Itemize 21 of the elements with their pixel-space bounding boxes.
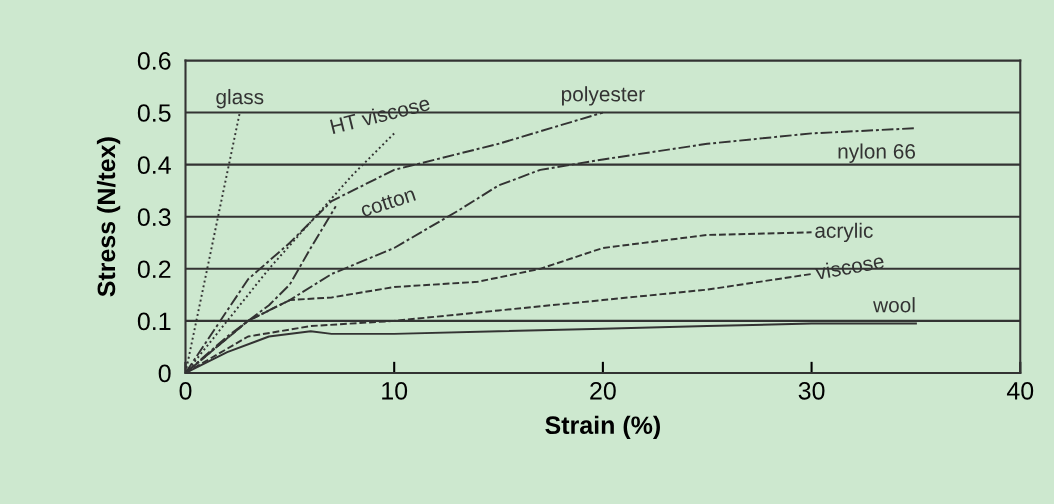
- series-label: glass: [216, 88, 264, 109]
- y-tick-label: 0.1: [137, 312, 171, 331]
- y-tick-label: 0: [158, 364, 171, 383]
- series-label: acrylic: [815, 222, 873, 243]
- series-label: wool: [873, 297, 915, 313]
- y-tick-label: 0.2: [137, 260, 171, 279]
- text: cotton: [359, 187, 416, 218]
- y-tick-label: 0.5: [137, 104, 171, 122]
- x-tick-label: 30: [798, 381, 825, 400]
- series-label: polyester: [561, 86, 645, 106]
- y-tick-label: 0.3: [137, 208, 171, 227]
- series-label: nylon 66: [838, 143, 916, 163]
- y-axis-title: Stress (N/tex): [96, 137, 121, 297]
- y-tick-label: 0.4: [137, 156, 171, 174]
- x-tick-label: 20: [590, 381, 616, 400]
- x-axis-title: Strain (%): [545, 415, 660, 440]
- x-tick-label: 0: [179, 381, 192, 400]
- text: HT viscose: [329, 95, 431, 135]
- y-tick-label: 0.6: [137, 52, 171, 70]
- x-tick-label: 10: [382, 381, 408, 400]
- x-tick-label: 40: [1006, 381, 1034, 400]
